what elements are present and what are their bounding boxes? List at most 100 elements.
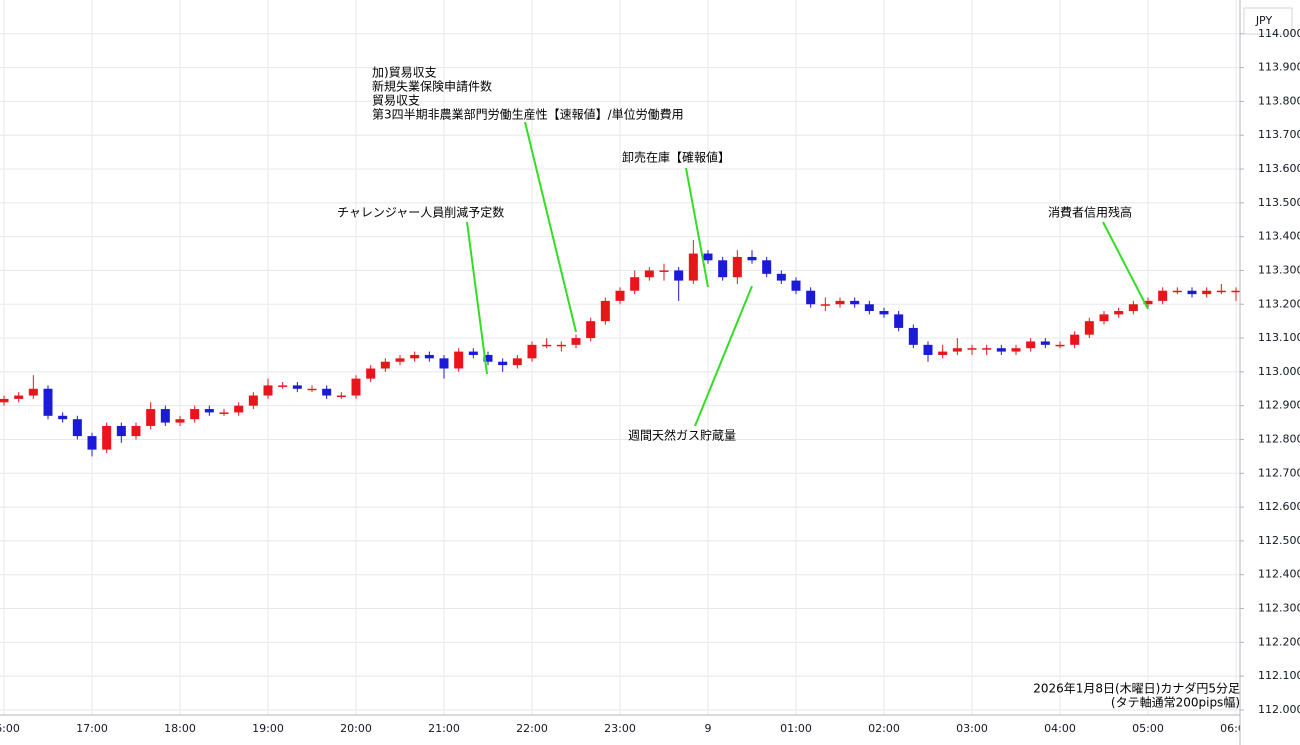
candle-body [1011, 348, 1021, 352]
x-tick-label: 20:00 [340, 722, 372, 735]
candle-body [820, 304, 830, 306]
candle-body [175, 419, 185, 423]
candle-body [131, 425, 141, 437]
candle-body [996, 348, 1006, 352]
candle-body [952, 348, 962, 352]
candle-body [395, 358, 405, 362]
y-tick-label: 113.000 [1258, 365, 1300, 378]
x-tick-label: 21:00 [428, 722, 460, 735]
info-line: 2026年1月8日(木曜日)カナダ円5分足 [1033, 681, 1240, 696]
y-tick-label: 113.600 [1258, 162, 1300, 175]
y-axis: 112.000 112.100 112.200 112.300 112.400 112.5… [1240, 27, 1300, 716]
candle-body [28, 388, 38, 396]
candle-body [410, 354, 420, 359]
x-tick-label: 05:00 [1132, 722, 1164, 735]
y-tick-label: 112.000 [1258, 703, 1300, 716]
candle-body [1231, 290, 1240, 293]
candle-body [380, 361, 390, 369]
candle-body [659, 270, 669, 272]
candle-body [806, 290, 816, 305]
x-tick-label: 16:00 [0, 722, 20, 735]
currency-box [1243, 7, 1293, 35]
candle-body [1172, 290, 1182, 293]
y-tick-label: 112.200 [1258, 635, 1300, 648]
y-tick-label: 112.400 [1258, 568, 1300, 581]
y-tick-label: 112.600 [1258, 500, 1300, 513]
candle-body [718, 260, 728, 278]
y-tick-label: 112.800 [1258, 432, 1300, 445]
candle-body [938, 351, 948, 355]
candle-body [967, 348, 977, 350]
x-tick-label: 23:00 [604, 722, 636, 735]
annotation-line [524, 121, 577, 333]
x-tick-label: 22:00 [516, 722, 548, 735]
annotation-text: 新規失業保険申請件数 [372, 79, 492, 94]
candle-body [336, 395, 346, 398]
candle-body [762, 260, 772, 274]
candle-body [263, 385, 273, 396]
info-line: (タテ軸通常200pips幅) [1111, 695, 1240, 710]
x-tick-label: 18:00 [164, 722, 196, 735]
candle-body [512, 358, 522, 366]
annotations: 加)貿易収支新規失業保険申請件数貿易収支第3四半期非農業部門労働生産性【速報値】… [337, 66, 1149, 443]
x-tick-label: 01:00 [780, 722, 812, 735]
y-tick-label: 112.500 [1258, 534, 1300, 547]
candle-body [615, 290, 625, 301]
candle-body [248, 395, 258, 406]
y-tick-label: 113.300 [1258, 263, 1300, 276]
candle-body [1070, 334, 1080, 345]
candle-body [14, 395, 24, 399]
y-tick-label: 112.900 [1258, 399, 1300, 412]
x-tick-label: 03:00 [956, 722, 988, 735]
candle-body [894, 314, 904, 328]
y-tick-label: 114.000 [1258, 27, 1300, 40]
candle-body [644, 270, 654, 278]
candle-body [43, 388, 53, 416]
candle-body [87, 436, 97, 450]
candle-body [190, 409, 200, 420]
candle-body [322, 388, 332, 396]
x-tick-label: 9 [705, 722, 712, 735]
candle-body [542, 344, 552, 347]
annotation-line [694, 285, 753, 427]
candle-body [1128, 304, 1138, 312]
candle-body [1216, 290, 1226, 293]
annotation-text: チャレンジャー人員削減予定数 [337, 205, 504, 220]
x-tick-label: 02:00 [868, 722, 900, 735]
x-tick-label: 19:00 [252, 722, 284, 735]
candle-body [908, 327, 918, 345]
candle-body [586, 321, 596, 339]
candle-body [732, 256, 742, 278]
candle-body [102, 425, 112, 450]
candle-body [747, 256, 757, 261]
candle-body [1084, 321, 1094, 335]
candle-body [72, 419, 82, 437]
candle-body [498, 361, 508, 366]
x-tick-label: 04:00 [1044, 722, 1076, 735]
candle-body [1099, 314, 1109, 322]
candle-body [1202, 290, 1212, 295]
candle-body [850, 300, 860, 305]
y-tick-label: 113.700 [1258, 128, 1300, 141]
candle-body [468, 351, 478, 355]
x-tick-label: 17:00 [76, 722, 108, 735]
annotation-text: 第3四半期非農業部門労働生産性【速報値】/単位労働費用 [372, 107, 684, 122]
y-tick-label: 112.700 [1258, 466, 1300, 479]
candle-body [1143, 300, 1153, 305]
x-axis: 16:00 17:00 18:00 19:00 20:00 21:00 22:00 23:00… [0, 722, 1240, 735]
candle-body [292, 385, 302, 389]
candle-body [674, 270, 684, 281]
candle-body [0, 398, 9, 403]
annotation-text: 消費者信用残高 [1048, 205, 1132, 220]
y-tick-label: 113.100 [1258, 331, 1300, 344]
candle-body [600, 300, 610, 322]
candle-body [278, 385, 288, 387]
candle-body [1187, 290, 1197, 295]
candle-body [1158, 290, 1168, 301]
candle-body [688, 253, 698, 281]
annotation-text: 卸売在庫【確報値】 [622, 150, 730, 165]
candle-body [835, 300, 845, 305]
annotation-text: 加)貿易収支 [372, 66, 437, 80]
candle-body [424, 354, 434, 359]
